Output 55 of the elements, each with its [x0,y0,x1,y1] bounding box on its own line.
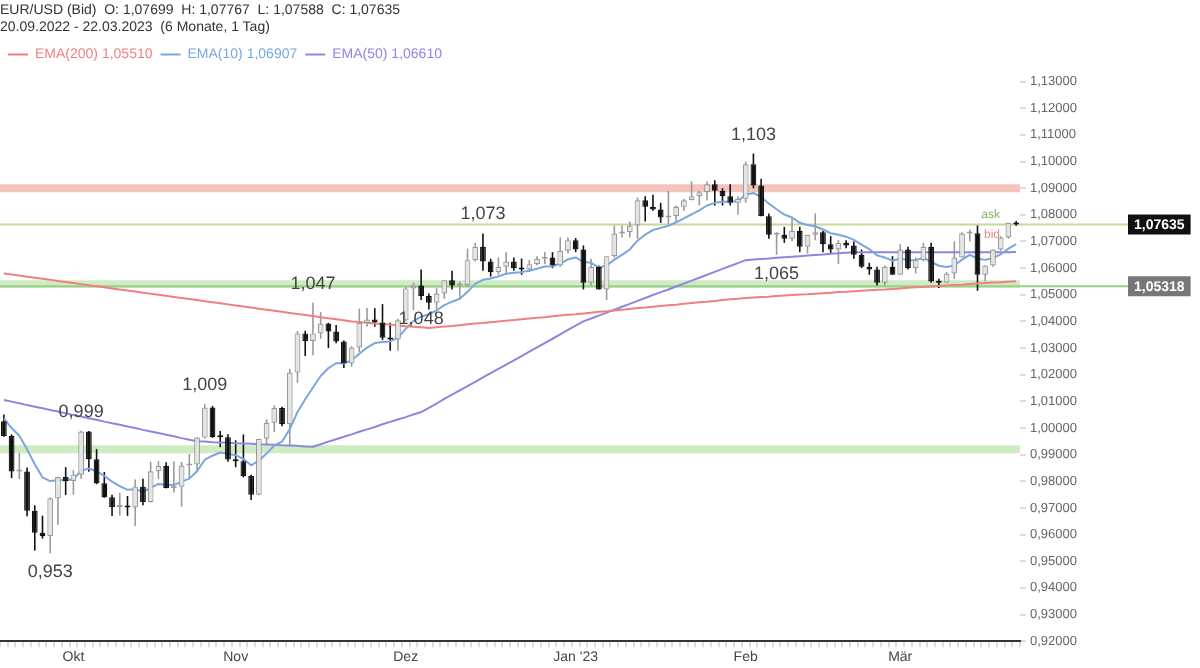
candlestick [881,264,888,287]
candlestick [418,268,425,301]
candlestick [194,436,200,474]
candlestick [0,413,7,438]
candlestick [163,461,170,490]
candlestick [796,226,803,253]
candlestick [55,475,61,526]
candlestick [225,433,231,463]
candlestick [340,339,347,369]
candlestick [101,471,108,499]
annotation: 1,009 [182,374,228,394]
candlestick [24,466,30,518]
candlestick [735,195,741,216]
candlestick [333,324,340,345]
annotation: 1,103 [730,123,776,144]
candlestick [974,224,981,292]
candlestick [248,473,255,501]
candlestick [310,301,316,357]
candlestick [85,430,92,473]
candlestick [765,212,772,240]
candlestick [874,266,880,287]
candlestick [364,307,370,328]
annotation: 1,073 [460,203,506,224]
annotation: 1,047 [290,272,336,293]
candlestick [959,231,965,259]
candlestick [62,466,69,496]
candlestick [711,179,718,207]
candlestick [93,448,100,486]
candlestick [480,232,486,272]
candlestick [464,247,471,288]
candlestick [642,195,649,223]
candlestick [31,504,38,552]
candlestick [449,270,455,291]
annotation: 0,999 [58,400,104,421]
annotation: 0,953 [27,561,73,582]
candlestick [140,477,146,507]
candlestick [155,460,162,480]
candlestick [78,429,85,480]
candlestick [147,461,154,504]
annotation: 1,065 [754,262,800,283]
candlestick [812,212,819,241]
candlestick [588,258,595,287]
candlestick [905,246,911,271]
candlestick [820,230,826,253]
candlestick [858,248,865,269]
candlestick [789,216,795,243]
candlestick [109,493,115,517]
candlestick [279,405,285,427]
candlestick [742,160,749,204]
candlestick [727,183,734,207]
candlestick [704,180,710,201]
candlestick [928,242,935,284]
candlestick [395,317,401,352]
candlestick [758,178,765,217]
candlestick [503,251,510,276]
